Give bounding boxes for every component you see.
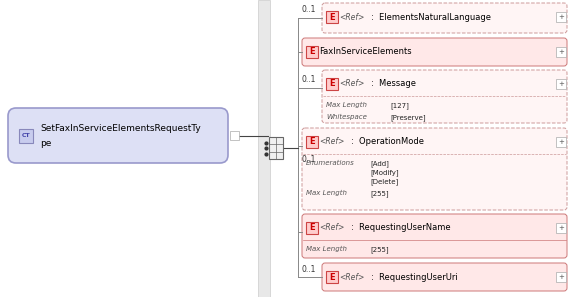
Text: [255]: [255] [370,246,388,253]
Bar [269,137,283,159]
Bar [556,12,566,22]
FancyBboxPatch shape [302,214,567,258]
Text: +: + [558,81,564,87]
Bar [229,131,239,140]
Text: E: E [329,273,335,282]
Bar [306,46,318,58]
FancyBboxPatch shape [322,263,567,291]
Text: 0..1: 0..1 [302,265,316,274]
Text: +: + [558,49,564,55]
Text: [Modify]: [Modify] [370,169,399,176]
Bar [306,222,318,234]
Bar [326,271,338,283]
Bar [306,136,318,148]
Text: <Ref>: <Ref> [319,224,344,233]
Bar [556,137,566,147]
Text: :  ElementsNaturalLanguage: : ElementsNaturalLanguage [371,12,491,21]
FancyBboxPatch shape [322,3,567,33]
Bar [19,129,33,143]
Bar [556,272,566,282]
Text: :  RequestingUserName: : RequestingUserName [351,224,451,233]
Text: :  RequestingUserUri: : RequestingUserUri [371,273,458,282]
Text: [255]: [255] [370,190,388,197]
Text: +: + [558,139,564,145]
Text: <Ref>: <Ref> [339,80,364,89]
FancyBboxPatch shape [8,108,228,163]
Text: :  Message: : Message [371,80,416,89]
Text: E: E [309,48,315,56]
Bar [556,47,566,57]
Text: Enumerations: Enumerations [306,160,355,166]
Bar [326,11,338,23]
Bar [556,79,566,89]
FancyBboxPatch shape [322,70,567,123]
Text: 0..1: 0..1 [302,155,316,164]
FancyBboxPatch shape [302,128,567,210]
Text: <Ref>: <Ref> [339,273,364,282]
Bar [326,78,338,90]
Text: <Ref>: <Ref> [339,12,364,21]
Text: <Ref>: <Ref> [319,138,344,146]
Text: SetFaxInServiceElementsRequestTy: SetFaxInServiceElementsRequestTy [40,124,201,133]
Bar [258,0,270,297]
Text: 0..1: 0..1 [302,5,316,14]
Text: Max Length: Max Length [306,190,347,196]
Text: pe: pe [40,139,51,148]
Text: [Add]: [Add] [370,160,389,167]
Text: E: E [329,80,335,89]
Text: FaxInServiceElements: FaxInServiceElements [319,48,412,56]
Text: [Preserve]: [Preserve] [390,114,426,121]
Bar [556,223,566,233]
Text: E: E [309,138,315,146]
Text: Max Length: Max Length [326,102,367,108]
Text: CT: CT [22,133,30,138]
Text: Whitespace: Whitespace [326,114,367,120]
Text: [Delete]: [Delete] [370,178,398,185]
Text: :  OperationMode: : OperationMode [351,138,424,146]
Text: +: + [558,274,564,280]
Text: 0..1: 0..1 [302,75,316,84]
Text: +: + [558,225,564,231]
Text: [127]: [127] [390,102,409,109]
Text: E: E [329,12,335,21]
FancyBboxPatch shape [302,38,567,66]
Text: +: + [558,14,564,20]
Text: Max Length: Max Length [306,246,347,252]
Text: E: E [309,224,315,233]
